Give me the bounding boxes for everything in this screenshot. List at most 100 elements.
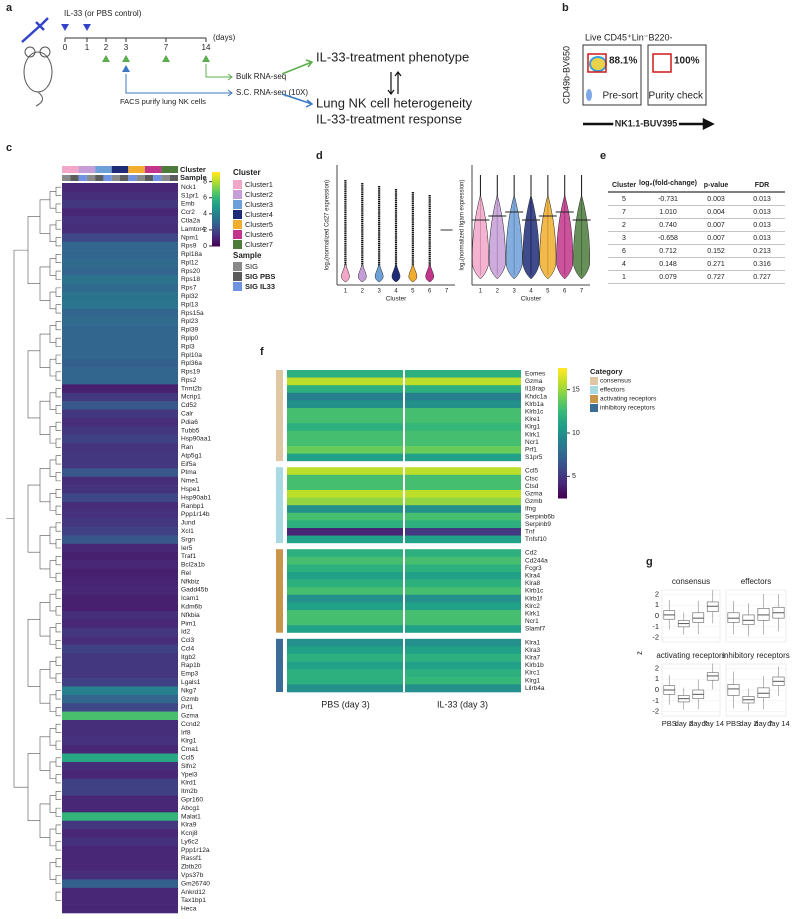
gene-label: Abcg1 <box>181 805 200 812</box>
colorbar-label: 0 <box>203 243 207 250</box>
gene-label: Hsp90ab1 <box>181 494 211 501</box>
table-cell: 3 <box>622 235 626 242</box>
heatmap-cell <box>62 694 178 704</box>
gene-label: Gzma <box>525 491 543 498</box>
heatmap-cell <box>404 415 521 424</box>
heatmap-cell <box>287 490 404 498</box>
annotation-label: Sample <box>180 173 207 182</box>
heatmap-cell <box>404 467 521 476</box>
heatmap-cell <box>62 342 178 352</box>
colorbar-step <box>558 495 567 499</box>
gene-label: Ypel3 <box>181 771 198 778</box>
gene-label: Gzmb <box>525 498 543 505</box>
heatmap-cell <box>62 375 178 385</box>
colorbar-step <box>558 378 567 382</box>
heatmap-cell <box>62 443 178 452</box>
heatmap-cell <box>62 485 178 494</box>
heatmap-cell <box>287 482 404 491</box>
heatmap-cell <box>287 474 404 483</box>
gene-label: Rassf1 <box>181 855 202 862</box>
heatmap-cell <box>62 535 178 545</box>
heatmap-cell <box>404 482 521 491</box>
gene-label: Klrg1 <box>181 738 197 745</box>
colorbar-step <box>558 386 567 390</box>
colorbar-step <box>212 172 220 175</box>
heatmap-cell <box>404 535 521 544</box>
gene-label: S1pr5 <box>525 454 543 461</box>
gene-label: Calr <box>181 410 194 417</box>
heatmap-cell <box>62 468 178 477</box>
heatmap-cell <box>62 233 178 243</box>
colorbar-step <box>212 173 220 177</box>
heatmap-cell <box>404 438 521 447</box>
panel-title: consensus <box>672 577 710 586</box>
colorbar-step <box>558 464 567 468</box>
heatmap-cell <box>287 587 404 596</box>
day-label: 0 <box>63 43 68 52</box>
gene-label: Ccl3 <box>181 637 195 644</box>
table-cell: 2 <box>622 222 626 229</box>
gene-label: Klrb1a <box>525 401 544 408</box>
gene-label: Nck1 <box>181 184 196 191</box>
colorbar-step <box>558 487 567 491</box>
legend-label: Cluster2 <box>245 190 273 199</box>
sample-bar <box>95 175 104 181</box>
heatmap-cell <box>62 216 178 226</box>
gene-label: Il18rap <box>525 386 545 393</box>
cluster-bar <box>128 166 145 173</box>
heatmap-cell <box>404 474 521 483</box>
y-tick-label: -1 <box>652 696 659 705</box>
legend-label: SIG PBS <box>245 272 275 281</box>
heatmap-cell <box>62 610 178 620</box>
gene-label: Ncr1 <box>525 439 539 446</box>
violin-category: 7 <box>580 289 584 295</box>
sample-bar <box>78 175 87 181</box>
heatmap-cell <box>62 434 178 444</box>
heatmap-cell <box>62 854 178 863</box>
table-cell: 0.003 <box>707 196 725 203</box>
box <box>757 608 770 621</box>
violin <box>556 194 574 280</box>
table-cell: 1 <box>622 274 626 281</box>
gene-label: Gzmb <box>181 696 199 703</box>
colorbar-label: 2 <box>203 227 207 234</box>
violin-xlabel: Cluster <box>521 296 542 303</box>
colorbar-step <box>558 474 567 478</box>
group-gap <box>270 632 523 639</box>
violin-category: 2 <box>496 289 500 295</box>
heatmap-cell <box>404 497 521 506</box>
colorbar-step <box>558 370 567 374</box>
violin <box>425 262 435 283</box>
violin-category: 7 <box>445 289 449 295</box>
y-tick-label: 0 <box>655 611 659 620</box>
violin <box>357 262 367 283</box>
x-tick-label: day 14 <box>767 719 790 728</box>
heatmap-cell <box>287 520 404 529</box>
colorbar-label: 6 <box>203 195 207 202</box>
colorbar-step <box>212 199 220 203</box>
heatmap-cell <box>287 556 404 565</box>
x-tick-label: PBS <box>662 719 677 728</box>
colorbar-step <box>558 412 567 416</box>
gene-label: Serpinb9 <box>525 521 551 528</box>
colorbar-step <box>558 430 567 434</box>
table-cell: 0.727 <box>753 274 771 281</box>
box <box>727 684 740 696</box>
gene-label: Itgb2 <box>181 654 196 661</box>
box <box>706 672 719 681</box>
table-cell: 5 <box>622 196 626 203</box>
gate-percent: 100% <box>674 56 700 67</box>
table-cell: 0.712 <box>659 248 677 255</box>
heatmap-cell <box>62 820 178 830</box>
colorbar-step <box>558 443 567 447</box>
heatmap-cell <box>62 896 178 905</box>
gene-label: Eif5a <box>181 461 196 468</box>
heatmap-cell <box>62 292 178 301</box>
heatmap-cell <box>62 417 178 427</box>
legend-label: Cluster4 <box>245 210 273 219</box>
legend-swatch <box>233 262 242 271</box>
heatmap-cell <box>62 904 178 914</box>
heatmap-cell <box>287 512 404 521</box>
bulk-marker <box>122 55 130 62</box>
